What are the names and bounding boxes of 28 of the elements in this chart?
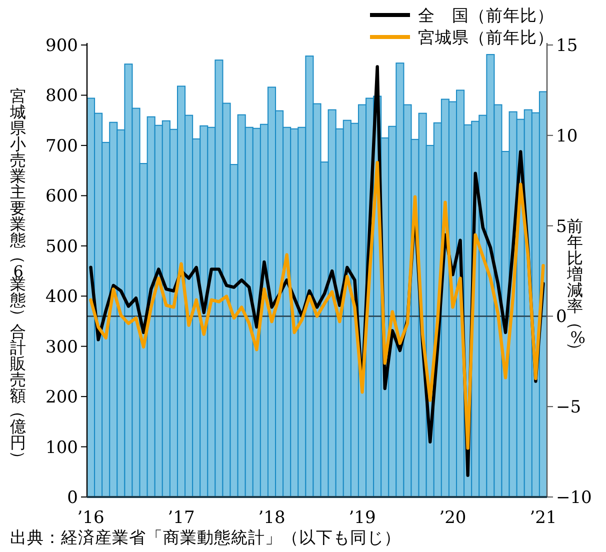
- y-tick-label: 100: [46, 438, 78, 458]
- x-tick-label: ’20: [439, 508, 466, 528]
- line-series: [89, 160, 545, 450]
- y-tick-label: 700: [46, 136, 78, 156]
- x-tick-label: ’17: [168, 508, 195, 528]
- y-tick-label: 200: [46, 388, 78, 408]
- x-tick-label: ’16: [77, 508, 104, 528]
- y-tick-label: 600: [46, 186, 78, 207]
- y2-tick-label: 5: [556, 216, 567, 237]
- y2-tick-label: −10: [556, 488, 592, 508]
- y-tick-label: 0: [67, 488, 78, 508]
- y-axis-title: 宮城県小売業主要業態（6業態）合計販売額（億円）: [9, 86, 28, 466]
- y-tick-label: 300: [46, 337, 78, 358]
- x-tick-label: ’21: [530, 508, 557, 528]
- y-tick-label: 800: [46, 86, 78, 106]
- x-tick-label: ’19: [348, 508, 376, 528]
- y2-axis-title: 前年比増減率（%）: [566, 216, 586, 358]
- legend-label: 全 国（前年比）: [418, 6, 554, 25]
- y2-tick-label: 0: [556, 307, 567, 328]
- y2-tick-label: −5: [556, 398, 582, 418]
- y-tick-label: 900: [46, 36, 78, 56]
- y-tick-label: 500: [46, 236, 78, 257]
- source-note: 出典：経済産業省「商業動態統計」（以下も同じ）: [10, 528, 401, 547]
- legend-label: 宮城県（前年比）: [418, 28, 554, 47]
- y-tick-label: 400: [46, 287, 78, 308]
- y2-tick-label: 15: [556, 36, 578, 56]
- x-tick-label: ’18: [258, 508, 286, 528]
- y2-tick-label: 10: [556, 126, 578, 146]
